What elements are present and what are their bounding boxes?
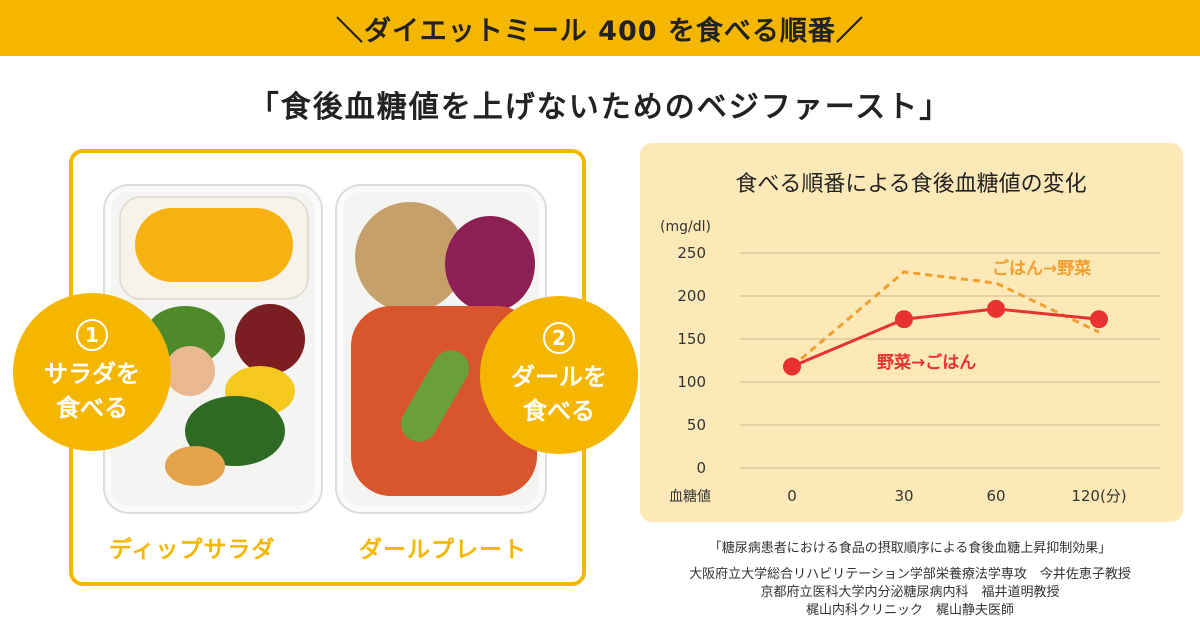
step-1-text: サラダを 食べる [44, 360, 140, 422]
x-tick-label: 0 [787, 487, 797, 505]
blood-sugar-chart: 食べる順番による食後血糖値の変化 (mg/dl) 血糖値 0 50 100 150 20… [660, 172, 1160, 505]
dip-sauce [135, 208, 293, 282]
chart-title: 食べる順番による食後血糖値の変化 [735, 172, 1086, 197]
y-tick-label: 0 [696, 459, 706, 477]
y-tick-label: 250 [677, 244, 706, 262]
y-tick-label: 100 [677, 373, 706, 391]
shrimp [165, 346, 215, 396]
data-point-vege-first [783, 357, 801, 376]
x-tick-label: 120(分) [1071, 487, 1126, 505]
dal-plate-label: ダールプレート [359, 537, 527, 563]
page-subtitle: 「食後血糖値を上げないためのベジファースト」 [248, 90, 952, 125]
source-citation: 「糖尿病患者における食品の摂取順序による食後血糖上昇抑制効果」 [708, 541, 1112, 556]
data-point-vege-first [895, 310, 913, 329]
beans [235, 304, 305, 374]
step-2-bubble: 2 ダールを 食べる [480, 296, 638, 454]
data-point-vege-first [1090, 310, 1108, 329]
step-2-text: ダールを 食べる [511, 363, 607, 425]
red-cabbage [445, 216, 535, 312]
y-axis-unit: (mg/dl) [660, 219, 711, 235]
source-author-1: 大阪府立大学総合リハビリテーション学部栄養療法学専攻 今井佐恵子教授 [689, 567, 1131, 582]
y-tick-label: 200 [677, 287, 706, 305]
series-line-rice-first [791, 270, 1100, 368]
source-author-2: 京都府立医科大学内分泌糖尿病内科 福井道明教授 [760, 585, 1060, 600]
series-label-rice-first: ごはん→野菜 [992, 258, 1092, 279]
chart-panel: 食べる順番による食後血糖値の変化 (mg/dl) 血糖値 0 50 100 150 20… [640, 143, 1183, 522]
x-tick-label: 30 [894, 487, 913, 505]
top-banner: ＼ダイエットミール 400 を食べる順番／ [0, 0, 1200, 56]
pumpkin [165, 446, 225, 486]
y-tick-label: 50 [687, 416, 706, 434]
series-label-vege-first: 野菜→ごはん [877, 352, 976, 373]
source-author-3: 梶山内科クリニック 梶山静夫医師 [805, 603, 1014, 618]
banner-title: ＼ダイエットミール 400 を食べる順番／ [336, 15, 864, 47]
step-1-bubble: 1 サラダを 食べる [13, 293, 171, 451]
source-block: 「糖尿病患者における食品の摂取順序による食後血糖上昇抑制効果」 大阪府立大学総合… [620, 540, 1200, 620]
series-line-vege-first [791, 307, 1100, 368]
meals-frame: 1 サラダを 食べる 2 ダールを 食べる ディップサラダ ダールプレート [13, 149, 638, 586]
step-1-number: 1 [76, 319, 108, 351]
x-tick-label: 60 [986, 487, 1005, 505]
dip-salad-label: ディップサラダ [109, 537, 276, 563]
y-tick-label: 150 [677, 330, 706, 348]
x-axis-label: 血糖値 [669, 489, 711, 505]
step-2-number: 2 [543, 322, 575, 354]
data-point-vege-first [987, 299, 1005, 318]
